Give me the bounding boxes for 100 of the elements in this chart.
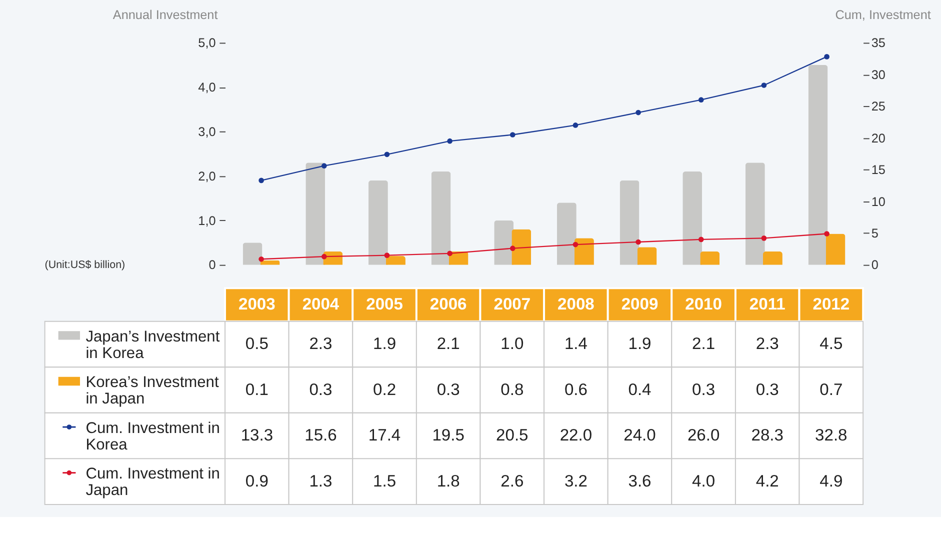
bar xyxy=(620,180,640,265)
y2-tick-label: 15 xyxy=(871,163,886,178)
data-label: 2.1 xyxy=(692,334,716,354)
data-label: 0.6 xyxy=(564,380,588,399)
y2-axis-title: Cum, Investment xyxy=(835,8,932,22)
bar xyxy=(762,252,782,265)
point xyxy=(636,239,641,245)
y2-tick-label: 25 xyxy=(871,100,886,114)
data-label: 17.4 xyxy=(368,426,401,445)
bar xyxy=(745,162,765,265)
data-label: 4.0 xyxy=(692,471,716,490)
data-label: 4.9 xyxy=(820,471,843,490)
y-tick-label: 4,0 xyxy=(198,80,216,95)
bar xyxy=(826,234,846,265)
point xyxy=(258,256,264,262)
bar xyxy=(431,172,451,265)
data-label: 1.0 xyxy=(500,334,524,354)
bar xyxy=(368,180,388,265)
point xyxy=(572,122,578,128)
bar xyxy=(682,172,702,265)
y-tick-label: 1,0 xyxy=(198,214,216,228)
point xyxy=(510,246,516,251)
data-label: 19.5 xyxy=(432,426,464,445)
point xyxy=(824,54,830,60)
data-label: 0.1 xyxy=(245,380,268,399)
data-label: 20.5 xyxy=(496,426,528,445)
data-label: 1.5 xyxy=(373,471,396,490)
data-label: 13.3 xyxy=(240,426,274,445)
legend-label: Korea’s Investment in Japan xyxy=(86,374,220,408)
data-label: 1.9 xyxy=(628,334,652,354)
bar xyxy=(306,162,326,265)
data-label: 1.4 xyxy=(564,334,588,354)
data-label: 1.9 xyxy=(373,334,396,354)
data-label: 3.6 xyxy=(628,471,652,490)
point xyxy=(258,178,264,184)
legend-label: Cum. Investment in Japan xyxy=(86,466,220,500)
y-tick-label: 3,0 xyxy=(198,124,216,139)
x-tick-label: 2007 xyxy=(494,294,531,314)
x-tick-label: 2010 xyxy=(685,294,722,314)
data-label: 26.0 xyxy=(687,426,720,445)
data-label: 22.0 xyxy=(560,426,592,445)
text: (Unit:US$ billion) xyxy=(44,258,126,271)
x-tick-label: 2004 xyxy=(302,294,340,314)
y2-tick-label: 30 xyxy=(871,68,886,82)
data-label: 1.8 xyxy=(436,471,460,490)
bar xyxy=(512,229,532,265)
data-label: 28.3 xyxy=(751,426,784,445)
bar xyxy=(637,247,657,265)
point xyxy=(636,110,641,116)
y2-tick-label: 5 xyxy=(871,226,878,240)
data-label: 2.1 xyxy=(436,334,460,354)
bar xyxy=(808,64,828,265)
data-label: 0.2 xyxy=(373,380,396,399)
point xyxy=(698,236,704,242)
point xyxy=(384,252,390,258)
point xyxy=(572,242,578,248)
data-label: 0.3 xyxy=(309,380,332,399)
data-label: 4.2 xyxy=(756,471,779,490)
point xyxy=(824,231,830,236)
x-tick-label: 2005 xyxy=(366,294,403,314)
data-label: 0.4 xyxy=(628,380,652,399)
bar xyxy=(700,252,720,265)
bar xyxy=(556,202,576,265)
data-label: 4.5 xyxy=(820,334,843,354)
data-label: 3.2 xyxy=(564,471,588,490)
data-label: 0.3 xyxy=(692,380,716,399)
y2-tick-label: 10 xyxy=(871,194,886,209)
legend-label: Japan’s Investment in Korea xyxy=(86,328,220,362)
data-label: 32.8 xyxy=(815,426,848,445)
data-label: 0.3 xyxy=(436,380,460,399)
x-tick-label: 2012 xyxy=(812,294,850,314)
x-tick-label: 2006 xyxy=(430,294,467,314)
data-label: 2.6 xyxy=(500,471,524,490)
point xyxy=(321,163,327,168)
data-label: 2.3 xyxy=(756,334,779,354)
point xyxy=(698,97,704,103)
y2-tick-label: 20 xyxy=(871,131,886,146)
point xyxy=(447,138,452,144)
point xyxy=(761,82,767,88)
data-label: 24.0 xyxy=(624,426,656,445)
point xyxy=(510,132,516,138)
point xyxy=(761,236,767,241)
data-label: 0.5 xyxy=(245,334,268,354)
legend-label: Cum. Investment in Korea xyxy=(86,420,220,454)
x-tick-label: 2008 xyxy=(558,294,594,314)
y2-tick-label: 35 xyxy=(871,36,886,50)
data-label: 0.7 xyxy=(820,380,843,399)
data-label: 1.3 xyxy=(309,471,332,490)
y-tick-label: 2,0 xyxy=(198,169,216,184)
data-label: 15.6 xyxy=(304,426,337,445)
data-label: 0.3 xyxy=(756,380,779,399)
data-label: 0.8 xyxy=(500,380,524,399)
point xyxy=(321,254,327,260)
data-label: 0.9 xyxy=(245,471,268,490)
data-label: 2.3 xyxy=(309,334,332,354)
point xyxy=(447,250,452,256)
y2-tick-label: 0 xyxy=(871,258,878,272)
x-tick-label: 2011 xyxy=(749,294,786,314)
y-tick-label: 5,0 xyxy=(198,36,216,50)
point xyxy=(384,152,390,158)
